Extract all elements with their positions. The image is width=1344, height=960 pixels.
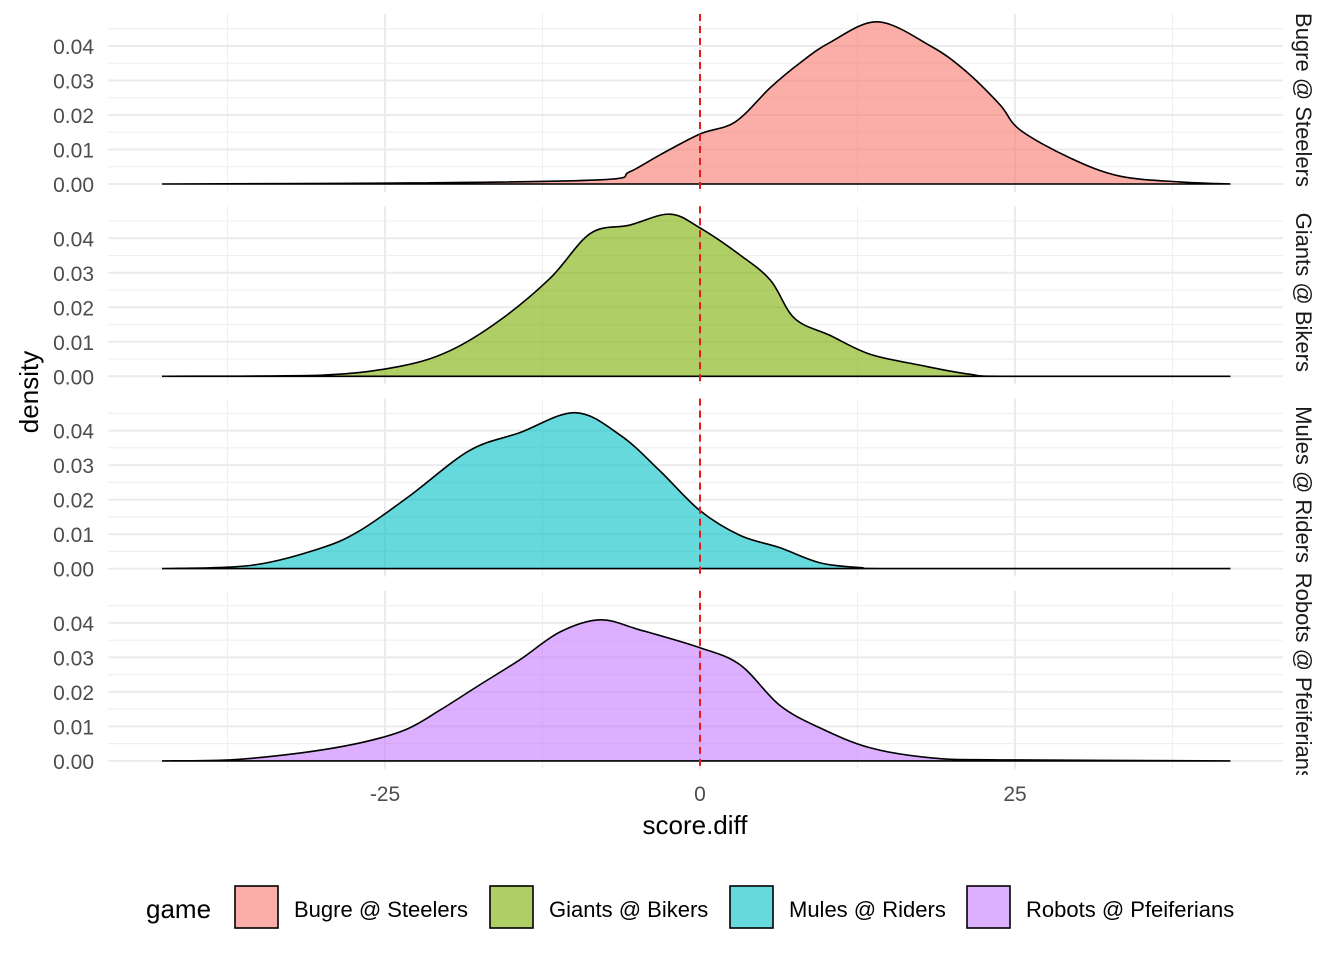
y-tick-label: 0.01 — [53, 140, 94, 163]
y-tick-label: 0.03 — [53, 71, 94, 94]
strip-label: Giants @ Bikers — [1291, 213, 1316, 372]
strip-label: Bugre @ Steelers — [1291, 13, 1316, 187]
legend-key — [489, 885, 534, 929]
y-tick-label: 0.02 — [53, 105, 94, 128]
density-area — [161, 213, 1231, 378]
y-tick-label: 0.03 — [53, 647, 94, 670]
density-area — [161, 21, 1231, 185]
y-tick-label: 0.04 — [53, 421, 94, 444]
y-tick-label: 0.02 — [53, 297, 94, 320]
legend-label: Robots @ Pfeiferians — [1026, 897, 1234, 922]
facet-panel: 0.00 0.01 0.02 0.03 0.04 Giants @ Bikers — [53, 206, 1316, 389]
x-tick-label: 25 — [1003, 783, 1026, 806]
y-axis-title: density — [14, 351, 44, 433]
density-area — [161, 411, 1231, 570]
y-tick-label: 0.04 — [53, 228, 94, 251]
y-tick-label: 0.04 — [53, 36, 94, 59]
strip-label: Mules @ Riders — [1291, 406, 1316, 563]
strip: Giants @ Bikers — [1291, 213, 1316, 372]
legend-title: game — [146, 894, 211, 924]
y-tick-label: 0.03 — [53, 263, 94, 286]
y-tick-label: 0.03 — [53, 455, 94, 478]
legend-key — [234, 885, 279, 929]
y-tick-label: 0.00 — [53, 559, 94, 582]
legend-key — [729, 885, 774, 929]
y-tick-label: 0.04 — [53, 613, 94, 636]
y-tick-label: 0.02 — [53, 682, 94, 705]
legend: game Bugre @ Steelers Giants @ Bikers Mule… — [146, 885, 1234, 929]
y-tick-label: 0.02 — [53, 490, 94, 513]
y-tick-label: 0.01 — [53, 716, 94, 739]
legend-key — [966, 885, 1011, 929]
y-tick-label: 0.00 — [53, 174, 94, 197]
legend-label: Mules @ Riders — [789, 897, 946, 922]
x-tick-label: -25 — [370, 783, 400, 806]
strip-label: Robots @ Pfeiferians — [1291, 573, 1316, 781]
strip: Robots @ Pfeiferians — [1291, 573, 1316, 781]
y-tick-label: 0.01 — [53, 524, 94, 547]
density-area — [161, 618, 1231, 762]
facet-panel: 0.00 0.01 0.02 0.03 0.04 Mules @ Riders — [53, 398, 1316, 582]
strip: Mules @ Riders — [1291, 406, 1316, 563]
legend-label: Giants @ Bikers — [549, 897, 708, 922]
strip: Bugre @ Steelers — [1291, 13, 1316, 187]
facet-panel: 0.00 0.01 0.02 0.03 0.04 Bugre @ Steelers — [53, 13, 1316, 197]
y-tick-label: 0.00 — [53, 751, 94, 774]
facet-panel: 0.00 0.01 0.02 0.03 0.04 Robots @ Pfeiferians — [53, 573, 1316, 781]
y-tick-label: 0.01 — [53, 332, 94, 355]
x-tick-label: 0 — [694, 783, 706, 806]
legend-label: Bugre @ Steelers — [294, 897, 468, 922]
x-axis-title: score.diff — [642, 810, 748, 840]
y-tick-label: 0.00 — [53, 366, 94, 389]
